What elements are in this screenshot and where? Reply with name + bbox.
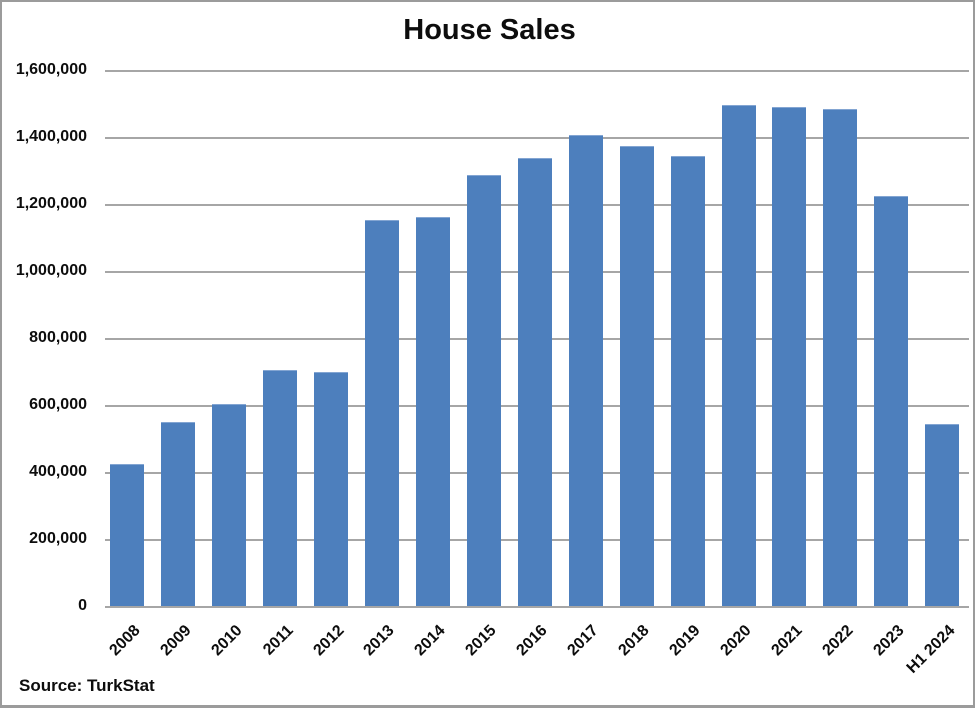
chart-title: House Sales <box>403 14 576 46</box>
y-tick-label-1200000: 1,200,000 <box>15 194 87 212</box>
y-tick-label-1400000: 1,400,000 <box>15 127 87 145</box>
gridline-1600000 <box>105 69 969 72</box>
x-tick-label-2015: 2015 <box>462 622 500 660</box>
x-tick-label-2022: 2022 <box>819 622 857 660</box>
x-tick-label-2023: 2023 <box>870 622 908 660</box>
x-tick-label-2010: 2010 <box>208 622 246 660</box>
x-tick-label-2008: 2008 <box>106 622 144 660</box>
y-tick-label-1000000: 1,000,000 <box>15 261 87 279</box>
y-tick-label-600000: 600,000 <box>29 395 87 413</box>
x-tick-label-2012: 2012 <box>309 622 348 660</box>
bar-2012 <box>314 371 349 607</box>
x-tick-label-2018: 2018 <box>615 622 653 660</box>
bar-2009 <box>161 421 196 607</box>
bar-2011 <box>263 369 298 607</box>
x-tick-label-2020: 2020 <box>717 622 755 660</box>
bar-2023 <box>874 195 909 607</box>
bar-2013 <box>365 219 400 607</box>
bar-2015 <box>466 174 501 607</box>
bar-2010 <box>212 404 247 607</box>
x-tick-label-h1-2024: H1 2024 <box>903 622 959 677</box>
bar-2022 <box>823 109 858 607</box>
x-axis-line <box>105 606 969 608</box>
x-tick-label-2016: 2016 <box>513 622 551 660</box>
y-tick-label-400000: 400,000 <box>29 462 87 480</box>
bar-2019 <box>670 155 705 607</box>
bar-2018 <box>619 145 654 607</box>
bar-h1-2024 <box>925 423 960 607</box>
bar-2020 <box>721 105 756 607</box>
bar-2016 <box>517 157 552 607</box>
x-tick-label-2019: 2019 <box>666 622 704 660</box>
x-tick-label-2013: 2013 <box>360 622 399 660</box>
bar-2014 <box>415 217 450 607</box>
gridline-1400000 <box>105 136 969 139</box>
bar-2017 <box>568 134 603 607</box>
x-tick-label-2017: 2017 <box>564 622 602 660</box>
bar-2021 <box>772 107 807 607</box>
y-tick-label-0: 0 <box>78 597 87 614</box>
y-tick-label-200000: 200,000 <box>29 529 87 547</box>
x-tick-label-2011: 2011 <box>259 622 297 659</box>
source-note: Source: TurkStat <box>19 676 155 695</box>
x-tick-label-2014: 2014 <box>411 622 450 660</box>
y-tick-label-1600000: 1,600,000 <box>15 60 87 78</box>
bar-2008 <box>110 464 145 607</box>
y-tick-label-800000: 800,000 <box>29 328 87 346</box>
x-tick-label-2021: 2021 <box>768 622 806 660</box>
x-tick-label-2009: 2009 <box>157 622 195 660</box>
